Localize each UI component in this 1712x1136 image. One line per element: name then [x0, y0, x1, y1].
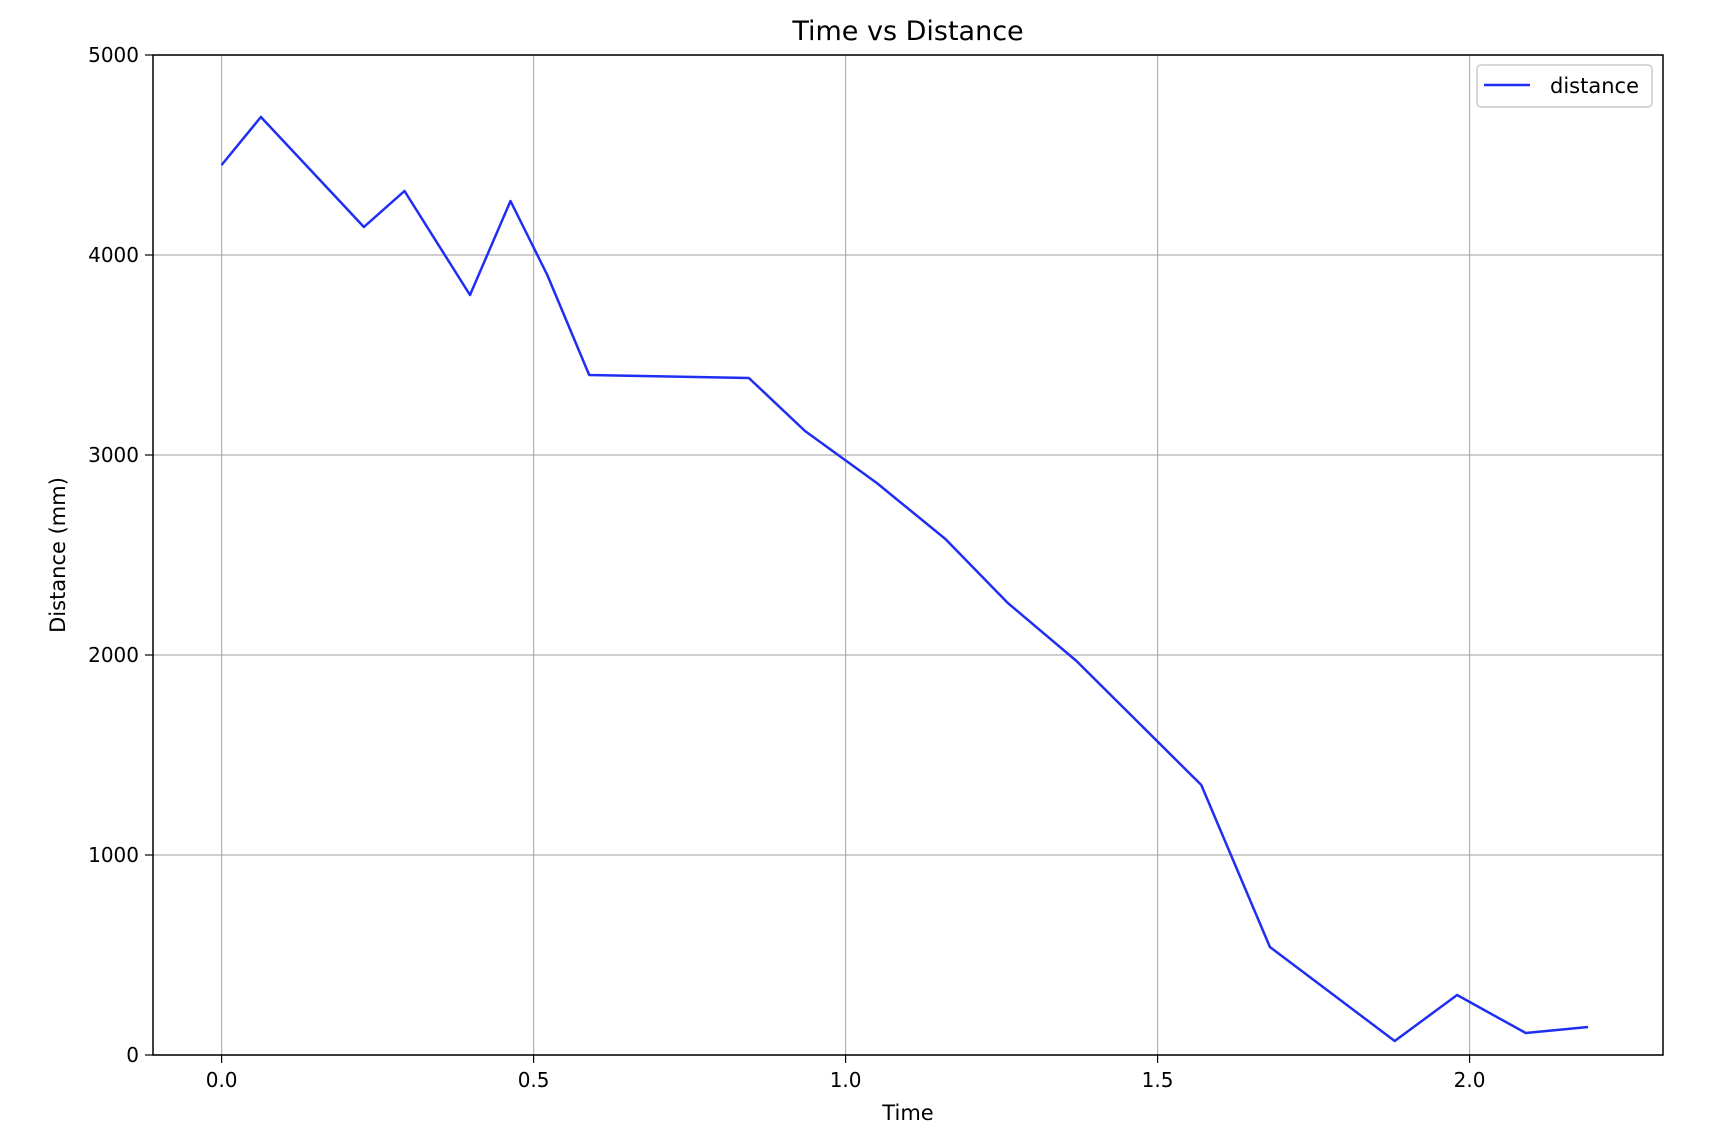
y-tick-label: 4000	[88, 243, 139, 267]
x-tick-label: 1.0	[830, 1068, 862, 1092]
series-layer	[220, 115, 1589, 1043]
legend: distance	[1476, 64, 1653, 108]
x-tick-label: 1.5	[1142, 1068, 1174, 1092]
y-tick-label: 5000	[88, 43, 139, 67]
y-tick-label: 3000	[88, 443, 139, 467]
y-tick-label: 1000	[88, 843, 139, 867]
plot-frame	[152, 54, 1664, 1056]
x-tick-label: 0.5	[518, 1068, 550, 1092]
y-tick-label: 2000	[88, 643, 139, 667]
series-line-distance	[220, 115, 1589, 1043]
x-tick-label: 2.0	[1454, 1068, 1486, 1092]
x-tick-label: 0.0	[206, 1068, 238, 1092]
y-axis-ticks: 0 1000 2000 3000 4000 5000	[88, 43, 153, 1067]
legend-box	[1476, 64, 1653, 108]
legend-label: distance	[1550, 74, 1639, 98]
y-axis-label: Distance (mm)	[46, 477, 70, 633]
x-axis-ticks: 0.0 0.5 1.0 1.5 2.0	[206, 1055, 1486, 1092]
chart-title: Time vs Distance	[791, 16, 1023, 47]
grid	[153, 54, 1663, 1056]
x-axis-label: Time	[881, 1101, 933, 1125]
y-tick-label: 0	[126, 1043, 139, 1067]
